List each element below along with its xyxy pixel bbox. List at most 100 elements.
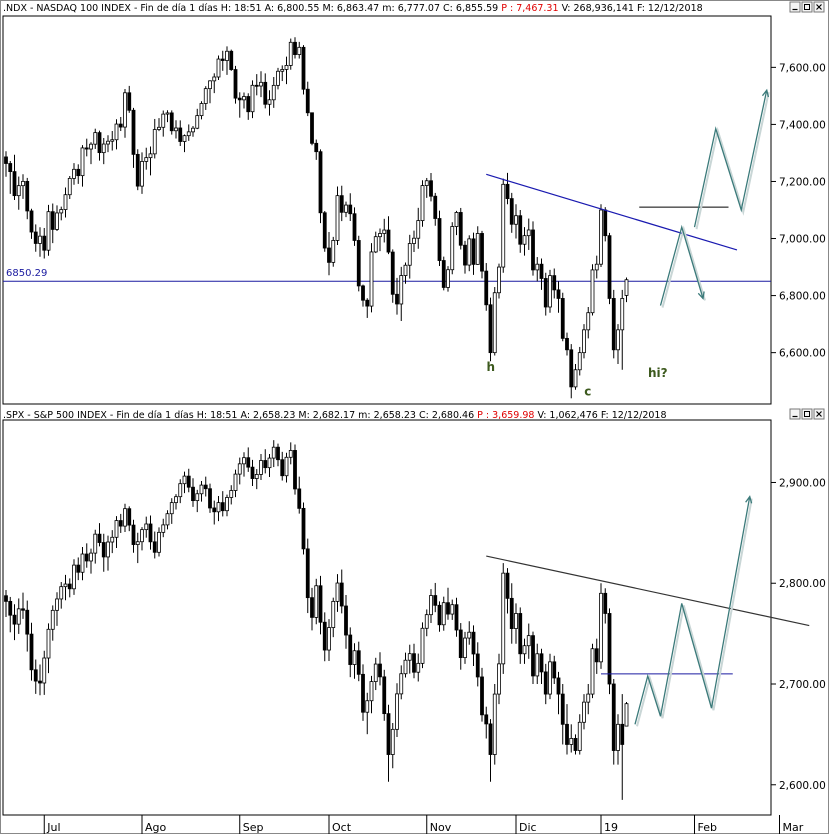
candle-body (246, 457, 251, 468)
candle-body (110, 536, 115, 543)
candle-body (416, 662, 421, 673)
candle-body (624, 703, 629, 727)
x-tick-label: Ago (145, 821, 167, 834)
candle-body (301, 507, 306, 550)
candle-body (191, 486, 195, 502)
header-maximo: M: 2,682.17 (298, 410, 355, 421)
header-hora: H: 18:51 (197, 410, 238, 421)
candle-body (475, 653, 480, 678)
maximize-icon-glyph (804, 4, 810, 10)
candle-body (110, 139, 115, 142)
maximize-icon[interactable] (801, 408, 813, 420)
candle-body (565, 337, 569, 351)
candle-body (144, 157, 149, 162)
candle-body (225, 497, 229, 512)
candle-body (178, 127, 183, 142)
candle-body (297, 46, 302, 55)
candle-body (437, 218, 442, 261)
candle-body (8, 600, 13, 616)
candle-body (314, 585, 319, 618)
maximize-icon[interactable] (801, 1, 813, 13)
candle-body (97, 533, 102, 543)
candle-body (118, 520, 123, 527)
candle-body (565, 723, 569, 745)
candle-body (577, 721, 582, 751)
candle-body (118, 123, 123, 128)
candle-body (250, 84, 255, 113)
candles (4, 440, 629, 800)
candle-body (225, 50, 229, 61)
candle-body (203, 484, 208, 490)
candle-body (195, 115, 200, 129)
candle-body (165, 513, 170, 526)
candle-body (556, 677, 561, 695)
candle-body (407, 653, 412, 661)
candle-body (446, 269, 450, 288)
candle-body (501, 183, 506, 268)
candle-body (169, 502, 174, 515)
y-tick-label: 2,600.00 (779, 780, 826, 792)
candle-body (361, 673, 365, 713)
candle-body (135, 541, 140, 545)
candle-body (463, 637, 467, 659)
candle-body (590, 269, 595, 314)
candle-body (76, 564, 81, 573)
header-period: Fin de día 1 días (140, 3, 217, 14)
candle-body (543, 278, 548, 308)
wave-annotation: hi? (648, 366, 668, 380)
candle-body (182, 135, 187, 142)
minimize-icon[interactable] (789, 1, 801, 13)
candle-body (80, 553, 85, 573)
candle-body (106, 541, 110, 558)
candle-body (361, 285, 365, 301)
candle-body (42, 657, 47, 684)
candle-body (157, 531, 161, 553)
candle-body (16, 608, 21, 625)
candle-body (229, 50, 234, 70)
candle-body (178, 483, 183, 498)
candle-body (233, 69, 238, 99)
candle-body (140, 529, 144, 543)
y-tick-label: 7,200.00 (779, 176, 826, 188)
candle-body (424, 180, 429, 186)
candle-body (582, 701, 586, 723)
candle-body (365, 700, 370, 713)
candle-body (140, 161, 144, 187)
candle-body (220, 502, 225, 512)
candle-body (93, 533, 98, 554)
candle-body (611, 298, 616, 351)
candle-body (352, 650, 357, 665)
projection-shadow (661, 225, 706, 308)
candle-body (216, 502, 221, 513)
candle-body (327, 627, 331, 651)
y-tick-label: 6,600.00 (779, 348, 826, 360)
candle-body (369, 251, 374, 307)
candle-body (535, 263, 540, 271)
candle-body (458, 212, 463, 246)
y-tick-label: 2,800.00 (779, 578, 826, 590)
candle-body (259, 460, 263, 475)
candle-body (89, 143, 93, 150)
candle-body (293, 450, 297, 490)
minimize-icon[interactable] (789, 408, 801, 420)
candle-body (454, 604, 459, 631)
candle-body (301, 46, 306, 90)
candle-body (594, 648, 599, 663)
candle-body (603, 592, 608, 614)
candle-body (552, 275, 557, 291)
candle-body (55, 598, 59, 611)
x-tick-label: 19 (604, 821, 618, 834)
candle-body (399, 673, 404, 695)
maximize-icon-glyph (804, 411, 810, 417)
candle-body (378, 233, 382, 238)
candle-body (509, 198, 514, 225)
candle-body (369, 681, 374, 702)
candle-body (412, 237, 416, 244)
candle-body (441, 260, 446, 288)
candle-body (63, 194, 68, 210)
candle-body (89, 552, 93, 562)
candle-body (616, 723, 620, 751)
candle-body (55, 212, 59, 230)
chart-pane-ndx: .NDX - NASDAQ 100 INDEX - Fin de día 1 d… (2, 1, 826, 405)
candle-body (33, 231, 38, 244)
